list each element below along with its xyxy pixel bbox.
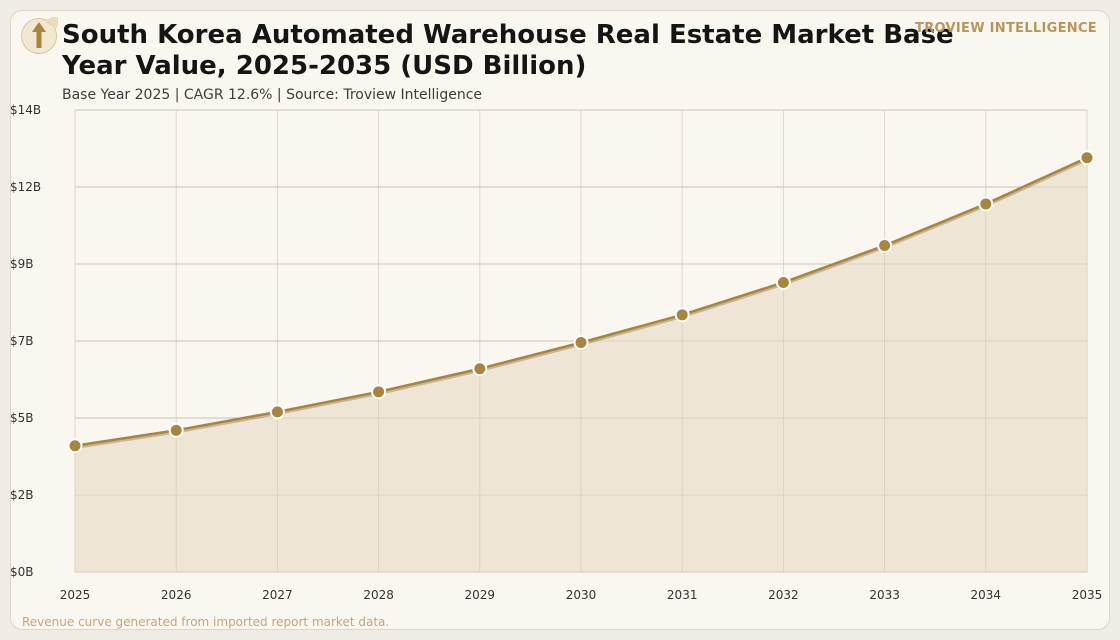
x-tick-label: 2032 xyxy=(768,588,799,602)
x-tick-label: 2029 xyxy=(465,588,496,602)
y-tick-label: $2B xyxy=(10,488,34,502)
chart-title: South Korea Automated Warehouse Real Est… xyxy=(62,20,954,81)
data-point xyxy=(472,361,488,377)
y-tick-label: $0B xyxy=(10,565,34,579)
brand-label: TROVIEW INTELLIGENCE xyxy=(915,21,1097,36)
data-point xyxy=(168,422,184,438)
footer-note: Revenue curve generated from imported re… xyxy=(22,615,390,629)
data-point xyxy=(775,274,791,290)
x-tick-label: 2034 xyxy=(971,588,1002,602)
y-tick-label: $12B xyxy=(10,180,41,194)
data-point xyxy=(1079,150,1095,166)
data-point xyxy=(978,196,994,212)
x-tick-label: 2028 xyxy=(363,588,394,602)
x-tick-label: 2027 xyxy=(262,588,293,602)
y-tick-label: $5B xyxy=(10,411,34,425)
chart-subtitle: Base Year 2025 | CAGR 12.6% | Source: Tr… xyxy=(62,87,483,103)
x-tick-label: 2025 xyxy=(60,588,91,602)
x-tick-label: 2026 xyxy=(161,588,192,602)
data-point xyxy=(67,438,83,454)
trend-up-arrow-icon xyxy=(21,17,58,54)
y-tick-label: $7B xyxy=(10,334,34,348)
data-point xyxy=(674,307,690,323)
data-point xyxy=(269,404,285,420)
x-tick-label: 2030 xyxy=(566,588,597,602)
x-tick-label: 2031 xyxy=(667,588,698,602)
data-point xyxy=(877,238,893,254)
x-tick-label: 2035 xyxy=(1072,588,1103,602)
x-tick-label: 2033 xyxy=(869,588,900,602)
y-tick-label: $9B xyxy=(10,257,34,271)
data-point xyxy=(371,384,387,400)
data-point xyxy=(573,335,589,351)
y-tick-label: $14B xyxy=(10,103,41,117)
